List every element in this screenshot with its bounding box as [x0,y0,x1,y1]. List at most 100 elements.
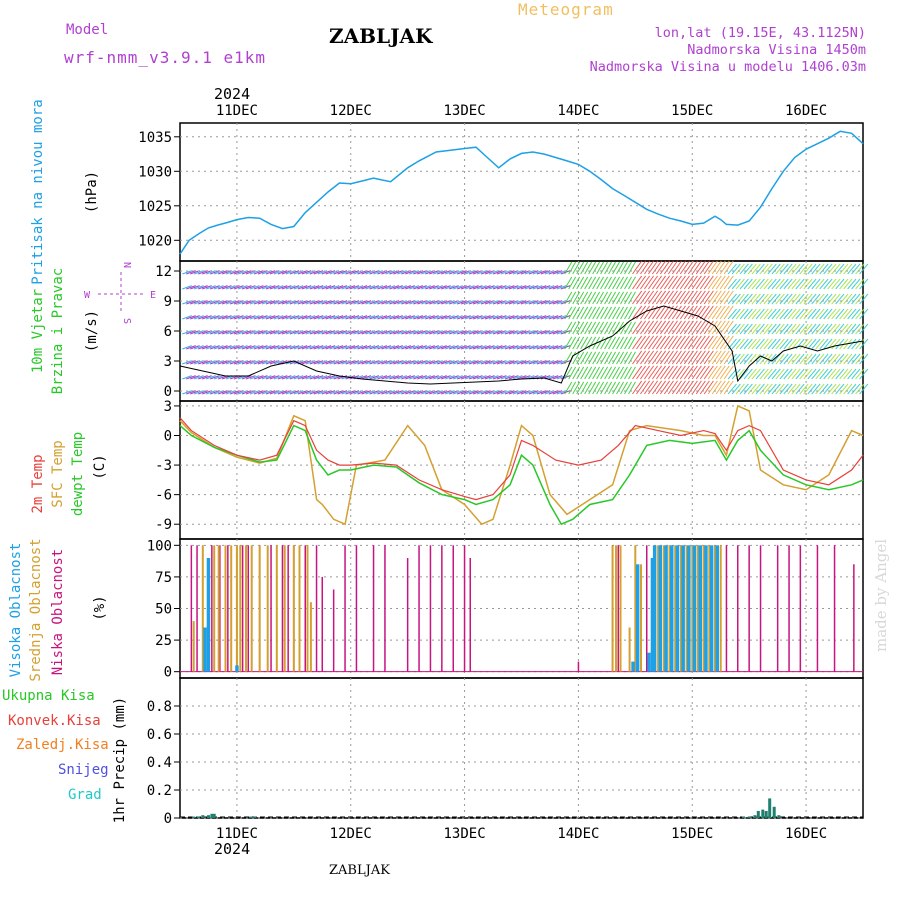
wind-barb-294 [309,300,320,305]
wind-barb-787 [528,330,539,335]
cloud-bar-1-10 [258,545,261,672]
wind-barb-1530 [859,383,869,395]
cloud-bar-1-26 [668,545,671,672]
wind-barb-954 [604,381,613,395]
wind-barb-1024 [632,275,643,290]
wind-barb-1464 [827,293,837,305]
precip-ytick-label-0: 0 [164,811,172,827]
wind-barb-1331 [767,263,777,275]
wind-barb-484 [393,285,403,290]
wind-barb-779 [524,315,535,320]
wind-barb-1514 [851,353,861,365]
wind-barb-660 [472,345,483,350]
cloud-bar-0-45 [833,545,836,672]
wind-barb-451 [381,375,392,380]
wind-barb-325 [325,375,336,380]
wind-barb-1396 [799,368,809,380]
wind-barb-714 [496,345,507,350]
precip-bar-6 [249,816,253,818]
wind-barb-926 [588,261,597,275]
wind-barb-781 [524,285,535,290]
wind-barb-194 [265,315,276,320]
wind-barb-1181 [703,350,714,365]
wind-barb-131 [237,315,248,320]
wind-barb-1098 [667,380,678,395]
wind-barb-970 [608,276,617,290]
wind-barb-1387 [795,368,805,380]
wind-barb-1297 [755,368,765,380]
wind-barb-560 [429,360,439,365]
wind-barb-346 [333,330,344,335]
wind-barb-602 [445,270,455,275]
wind-barb-1381 [791,323,801,335]
wind-barb-912 [584,336,593,350]
wind-barb-27 [194,390,204,395]
wind-barb-149 [245,315,256,320]
cloud-bar-1-27 [674,545,677,672]
wind-barb-197 [265,270,276,275]
wind-barb-143 [241,270,252,275]
wind-barb-1525 [855,323,865,335]
wind-barb-1312 [759,278,769,290]
wind-barb-1203 [711,290,722,305]
wind-barb-1018 [632,365,643,380]
wind-barb-1088 [659,260,671,275]
wind-barb-934 [592,276,601,290]
wind-barb-1123 [675,275,686,290]
wind-barb-1106 [667,260,678,275]
wind-barb-430 [369,285,380,290]
wind-barb-1399 [799,323,809,335]
wind-barb-1405 [803,368,813,380]
cloud-bar-2-5 [647,652,651,672]
wind-barb-313 [317,285,328,290]
wind-barb-936 [596,381,605,395]
wind-barb-1305 [759,383,769,395]
wind-barb-221 [277,315,288,320]
wind-barb-1293 [751,293,761,305]
cloud-bar-2-18 [715,545,719,672]
wind-barb-974 [612,351,621,365]
wind-barb-145 [245,375,256,380]
wind-barb-435 [373,345,384,350]
wind-barb-390 [353,345,364,350]
wind-barb-1222 [719,275,730,290]
wind-barb-816 [540,300,551,305]
wind-barb-126 [237,390,248,395]
wind-barb-915 [584,291,593,305]
wind-barb-966 [608,336,617,350]
wind-barb-1029 [636,335,647,350]
wind-barb-486 [397,390,407,395]
wind-barb-1013 [628,306,636,320]
wind-barb-623 [457,360,467,365]
wind-barb-1411 [803,278,813,290]
wind-barb-1007 [624,261,632,275]
wind-barb-631 [460,375,471,380]
wind-barb-419 [365,315,376,320]
wind-barb-318 [321,345,332,350]
wind-barb-59 [206,315,216,320]
wind-barb-1022 [632,305,643,320]
wind-barb-411 [361,300,372,305]
wind-barb-1536 [859,293,869,305]
wind-barb-1477 [835,368,845,380]
wind-barb-32 [194,315,204,320]
cloud-bar-1-30 [691,545,694,672]
cloud-bars [180,545,863,673]
wind-barb-1237 [727,323,737,335]
wind-barb-1521 [855,383,865,395]
wind-barb-600 [445,300,455,305]
wind-barb-896 [576,306,585,320]
wind-barb-409 [361,330,372,335]
wind-barb-523 [413,375,423,380]
wind-barb-770 [520,315,531,320]
wind-barb-817 [540,285,551,290]
wind-barb-1376 [787,263,797,275]
wind-barb-1031 [636,305,647,320]
wind-barb-61 [206,285,216,290]
wind-barb-1343 [775,353,785,365]
wind-barb-124 [233,285,244,290]
cloud-bar-2-15 [698,545,702,672]
wind-barb-879 [568,291,577,305]
wind-barb-425 [369,360,380,365]
wind-barb-1128 [679,335,690,350]
